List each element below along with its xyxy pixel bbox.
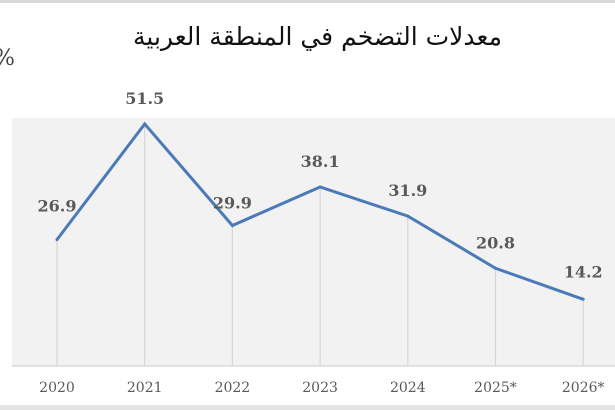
data-point [55,238,59,242]
data-label: 14.2 [564,262,603,281]
plot-area [12,118,615,366]
data-point [318,185,322,189]
chart-title: معدلات التضخم في المنطقة العربية [133,22,502,51]
data-point [581,297,585,301]
top-border [0,0,615,3]
data-label: 51.5 [125,89,164,108]
x-tick-label: 2021 [127,380,163,396]
y-axis-unit-label: % [0,46,15,71]
x-tick-label: 2022 [215,380,251,396]
data-point [406,214,410,218]
data-label: 26.9 [38,197,77,216]
data-point [143,122,147,126]
x-tick-label: 2026* [562,380,605,396]
data-point [494,266,497,270]
x-tick-label: 2024 [390,380,426,396]
bottom-border [0,405,615,410]
data-label: 31.9 [388,181,427,200]
x-tick-label: 2023 [302,380,338,396]
data-label: 20.8 [476,233,515,252]
data-label: 29.9 [213,193,252,212]
data-point [230,223,234,227]
x-tick-label: 2025* [474,380,517,396]
x-tick-label: 2020 [39,380,75,396]
data-label: 38.1 [301,152,340,171]
